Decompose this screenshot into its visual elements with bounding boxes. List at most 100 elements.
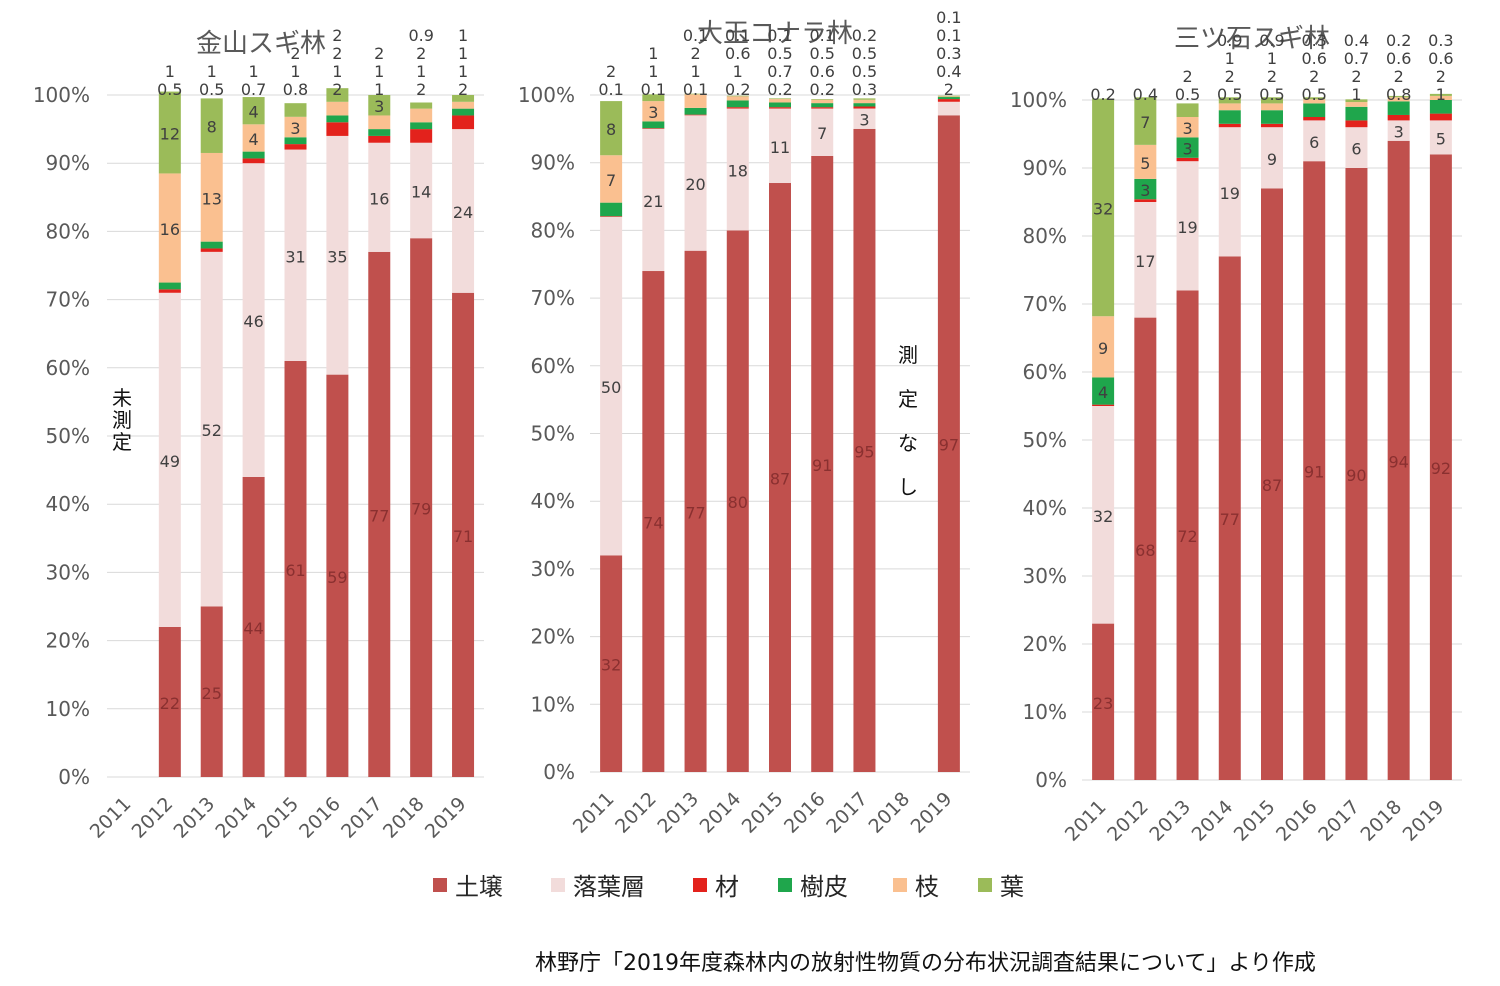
bar-segment <box>1303 97 1326 100</box>
bar-segment <box>684 114 707 116</box>
bar-segment <box>1303 120 1326 162</box>
y-tick-label: 10% <box>1023 700 1067 724</box>
bar-segment <box>368 129 391 136</box>
bar-segment <box>1303 99 1326 104</box>
data-label: 5 <box>1436 129 1446 148</box>
bar-segment <box>1092 316 1115 378</box>
bar-segment <box>1092 406 1115 624</box>
data-label: 8 <box>606 120 616 139</box>
data-label: 1 <box>1436 85 1446 104</box>
data-label: 0.1 <box>641 80 666 99</box>
data-label: 7 <box>817 124 827 143</box>
bar-segment <box>642 128 665 129</box>
data-label: 14 <box>411 182 431 201</box>
bar-segment <box>368 115 391 130</box>
data-label: 91 <box>1304 463 1324 482</box>
x-tick-label: 2013 <box>170 793 220 843</box>
data-label: 95 <box>854 442 874 461</box>
data-label: 0.1 <box>936 8 961 27</box>
bar-segment <box>1429 120 1452 155</box>
data-label: 2 <box>1309 67 1319 86</box>
bar-segment <box>1429 154 1452 780</box>
data-label: 3 <box>290 119 300 138</box>
y-tick-label: 30% <box>531 557 575 581</box>
bar-segment <box>937 95 960 97</box>
data-label: 77 <box>685 503 705 522</box>
data-label: 0.7 <box>241 80 266 99</box>
bar-segment <box>853 128 876 773</box>
data-label: 71 <box>453 527 473 546</box>
bar-segment <box>937 115 960 772</box>
data-label: 1 <box>1267 49 1277 68</box>
bar-segment <box>1261 123 1283 128</box>
data-label: 0.5 <box>809 44 834 63</box>
x-tick-label: 2019 <box>907 788 957 838</box>
bar-segment <box>158 173 181 283</box>
bar-segment <box>1176 117 1199 138</box>
bar-segment <box>600 216 623 556</box>
bar-segment <box>1429 100 1452 114</box>
bar-segment <box>642 121 665 129</box>
data-label: 46 <box>243 312 263 331</box>
bar-segment <box>1303 161 1326 780</box>
legend-swatch <box>778 878 792 892</box>
y-tick-label: 40% <box>46 492 90 516</box>
data-label: 31 <box>285 247 305 266</box>
x-tick-label: 2012 <box>611 788 661 838</box>
data-label: 2 <box>416 44 426 63</box>
y-tick-label: 90% <box>46 151 90 175</box>
data-label: 49 <box>160 452 180 471</box>
bar-segment <box>368 135 391 143</box>
x-tick-label: 2019 <box>1399 796 1449 846</box>
chart-panel: 大玉コナラ林 0% 10% 20% 30% 40% 50% 60% 70% 80% 90% 100% 2… <box>518 8 970 838</box>
bar-segment <box>726 96 749 101</box>
data-label: 17 <box>1135 252 1155 271</box>
x-tick-label: 2018 <box>864 788 914 838</box>
data-label: 0.8 <box>283 80 308 99</box>
bar-segment <box>368 95 391 116</box>
y-tick-label: 80% <box>1023 224 1067 248</box>
data-label: 18 <box>728 161 748 180</box>
bar-segment <box>1218 123 1241 128</box>
data-label: 2 <box>1267 67 1277 86</box>
bar-segment <box>1176 161 1199 291</box>
chart-title: 大玉コナラ林 <box>697 19 853 49</box>
bar-segment <box>1261 127 1283 189</box>
data-label: 9 <box>1267 150 1277 169</box>
data-label: 21 <box>643 192 663 211</box>
bar-segment <box>1092 377 1115 405</box>
legend-label: 葉 <box>1000 873 1024 901</box>
bar-segment <box>853 98 876 100</box>
legend-label: 枝 <box>915 873 939 901</box>
bar-segment <box>684 115 707 251</box>
data-label: 3 <box>1140 181 1150 200</box>
data-label: 0.2 <box>767 80 792 99</box>
y-tick-label: 50% <box>46 424 90 448</box>
bar-segment <box>452 129 475 293</box>
annotation-char: 測 <box>898 343 918 367</box>
data-label: 0.6 <box>725 44 750 63</box>
legend-swatch <box>433 878 447 892</box>
x-tick-label: 2015 <box>738 788 788 838</box>
data-label: 2 <box>332 44 342 63</box>
data-label: 16 <box>160 220 180 239</box>
bar-segment <box>158 282 181 290</box>
bar-segment <box>726 230 749 772</box>
bar-segment <box>1261 110 1283 124</box>
bar-segment <box>726 100 749 108</box>
data-label: 1 <box>458 62 468 81</box>
data-label: 1 <box>332 62 342 81</box>
y-tick-label: 80% <box>46 219 90 243</box>
bar-segment <box>1345 102 1368 107</box>
data-label: 0.6 <box>1301 49 1326 68</box>
bar-segment <box>811 155 834 772</box>
bar-segment <box>242 476 265 777</box>
bar-segment <box>937 96 960 98</box>
x-tick-label: 2016 <box>295 793 345 843</box>
bar-segment <box>1345 106 1368 121</box>
data-label: 5 <box>1140 154 1150 173</box>
data-label: 0.5 <box>1175 85 1200 104</box>
bar-segment <box>853 106 876 109</box>
data-label: 97 <box>939 436 959 455</box>
bar-segment <box>1092 623 1115 780</box>
